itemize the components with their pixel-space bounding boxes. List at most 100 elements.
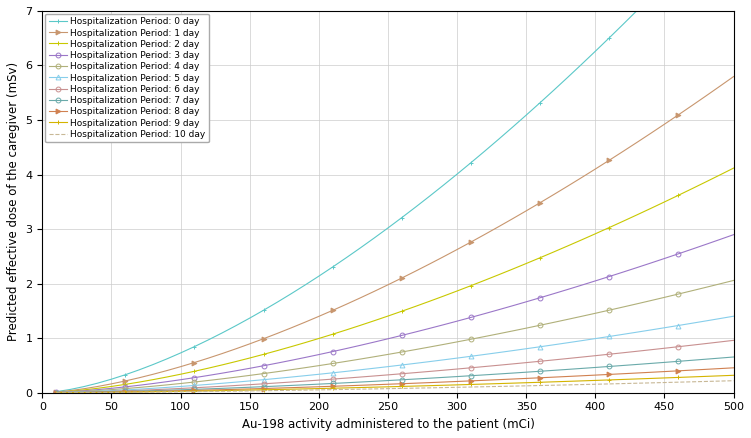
Line: Hospitalization Period: 5 day: Hospitalization Period: 5 day: [54, 314, 736, 395]
Line: Hospitalization Period: 3 day: Hospitalization Period: 3 day: [54, 232, 736, 395]
Hospitalization Period: 4 day: (50, 0.058): 4 day: (50, 0.058): [107, 387, 116, 392]
Hospitalization Period: 2 day: (420, 3.14): 2 day: (420, 3.14): [619, 219, 628, 224]
Hospitalization Period: 1 day: (70, 0.275): 1 day: (70, 0.275): [134, 375, 143, 380]
Hospitalization Period: 3 day: (330, 1.52): 3 day: (330, 1.52): [494, 307, 503, 312]
Hospitalization Period: 3 day: (260, 1.05): 3 day: (260, 1.05): [397, 333, 406, 338]
Hospitalization Period: 6 day: (20, 0.00655): 6 day: (20, 0.00655): [65, 390, 74, 395]
Hospitalization Period: 1 day: (400, 4.1): 1 day: (400, 4.1): [591, 166, 600, 172]
Hospitalization Period: 10 day: (160, 0.0378): 10 day: (160, 0.0378): [259, 388, 268, 393]
Hospitalization Period: 4 day: (210, 0.537): 4 day: (210, 0.537): [328, 361, 337, 366]
Hospitalization Period: 5 day: (230, 0.421): 5 day: (230, 0.421): [356, 367, 365, 372]
Hospitalization Period: 8 day: (200, 0.111): 8 day: (200, 0.111): [315, 384, 324, 389]
Hospitalization Period: 9 day: (370, 0.201): 9 day: (370, 0.201): [549, 379, 558, 385]
Hospitalization Period: 6 day: (450, 0.816): 6 day: (450, 0.816): [660, 346, 669, 351]
Hospitalization Period: 5 day: (220, 0.393): 5 day: (220, 0.393): [342, 369, 351, 374]
Hospitalization Period: 1 day: (210, 1.51): 1 day: (210, 1.51): [328, 308, 337, 313]
Hospitalization Period: 0 day: (30, 0.113): 0 day: (30, 0.113): [80, 384, 89, 389]
Hospitalization Period: 5 day: (190, 0.313): 5 day: (190, 0.313): [300, 373, 309, 378]
Hospitalization Period: 2 day: (460, 3.62): 2 day: (460, 3.62): [674, 193, 683, 198]
Hospitalization Period: 0 day: (190, 1.97): 0 day: (190, 1.97): [300, 283, 309, 288]
Hospitalization Period: 10 day: (270, 0.0851): 10 day: (270, 0.0851): [411, 385, 420, 391]
Hospitalization Period: 10 day: (390, 0.15): 10 day: (390, 0.15): [577, 382, 586, 387]
Hospitalization Period: 4 day: (360, 1.24): 4 day: (360, 1.24): [535, 323, 544, 328]
Hospitalization Period: 3 day: (290, 1.25): 3 day: (290, 1.25): [439, 322, 448, 328]
Hospitalization Period: 9 day: (70, 0.0152): 9 day: (70, 0.0152): [134, 389, 143, 395]
Hospitalization Period: 1 day: (140, 0.806): 1 day: (140, 0.806): [231, 346, 240, 351]
Hospitalization Period: 9 day: (470, 0.291): 9 day: (470, 0.291): [688, 374, 697, 380]
Hospitalization Period: 10 day: (340, 0.122): 10 day: (340, 0.122): [508, 384, 517, 389]
Hospitalization Period: 7 day: (50, 0.0185): 7 day: (50, 0.0185): [107, 389, 116, 394]
Hospitalization Period: 3 day: (390, 1.97): 3 day: (390, 1.97): [577, 283, 586, 288]
Hospitalization Period: 4 day: (160, 0.352): 4 day: (160, 0.352): [259, 371, 268, 376]
Hospitalization Period: 4 day: (180, 0.423): 4 day: (180, 0.423): [287, 367, 296, 372]
Hospitalization Period: 10 day: (350, 0.127): 10 day: (350, 0.127): [522, 383, 531, 389]
Hospitalization Period: 6 day: (480, 0.902): 6 day: (480, 0.902): [701, 341, 710, 346]
Hospitalization Period: 3 day: (400, 2.05): 3 day: (400, 2.05): [591, 278, 600, 283]
Hospitalization Period: 5 day: (430, 1.11): 5 day: (430, 1.11): [632, 329, 641, 335]
Hospitalization Period: 10 day: (330, 0.116): 10 day: (330, 0.116): [494, 384, 503, 389]
Hospitalization Period: 0 day: (390, 6.02): 0 day: (390, 6.02): [577, 62, 586, 67]
Hospitalization Period: 10 day: (250, 0.0755): 10 day: (250, 0.0755): [384, 386, 393, 391]
Hospitalization Period: 6 day: (330, 0.505): 6 day: (330, 0.505): [494, 363, 503, 368]
Hospitalization Period: 6 day: (110, 0.0919): 6 day: (110, 0.0919): [190, 385, 199, 390]
Hospitalization Period: 7 day: (210, 0.171): 7 day: (210, 0.171): [328, 381, 337, 386]
Hospitalization Period: 2 day: (150, 0.637): 2 day: (150, 0.637): [246, 355, 255, 360]
Hospitalization Period: 2 day: (290, 1.77): 2 day: (290, 1.77): [439, 293, 448, 299]
Hospitalization Period: 4 day: (250, 0.703): 4 day: (250, 0.703): [384, 352, 393, 357]
Hospitalization Period: 2 day: (180, 0.845): 2 day: (180, 0.845): [287, 344, 296, 349]
Hospitalization Period: 7 day: (170, 0.123): 7 day: (170, 0.123): [273, 383, 282, 389]
Hospitalization Period: 3 day: (90, 0.203): 3 day: (90, 0.203): [162, 379, 171, 384]
Hospitalization Period: 2 day: (470, 3.74): 2 day: (470, 3.74): [688, 186, 697, 191]
Hospitalization Period: 9 day: (500, 0.32): 9 day: (500, 0.32): [729, 373, 738, 378]
Hospitalization Period: 7 day: (500, 0.656): 7 day: (500, 0.656): [729, 354, 738, 360]
Hospitalization Period: 8 day: (480, 0.43): 8 day: (480, 0.43): [701, 367, 710, 372]
Hospitalization Period: 9 day: (120, 0.0351): 9 day: (120, 0.0351): [204, 388, 213, 393]
Hospitalization Period: 1 day: (110, 0.555): 1 day: (110, 0.555): [190, 360, 199, 365]
Hospitalization Period: 1 day: (420, 4.42): 1 day: (420, 4.42): [619, 149, 628, 154]
Hospitalization Period: 10 day: (200, 0.0535): 10 day: (200, 0.0535): [315, 387, 324, 392]
Hospitalization Period: 10 day: (470, 0.201): 10 day: (470, 0.201): [688, 379, 697, 385]
Hospitalization Period: 3 day: (300, 1.31): 3 day: (300, 1.31): [453, 318, 462, 324]
Hospitalization Period: 3 day: (350, 1.67): 3 day: (350, 1.67): [522, 299, 531, 304]
Hospitalization Period: 10 day: (110, 0.0212): 10 day: (110, 0.0212): [190, 389, 199, 394]
Hospitalization Period: 1 day: (200, 1.4): 1 day: (200, 1.4): [315, 314, 324, 319]
Hospitalization Period: 0 day: (170, 1.66): 0 day: (170, 1.66): [273, 300, 282, 305]
Hospitalization Period: 10 day: (480, 0.208): 10 day: (480, 0.208): [701, 379, 710, 384]
Hospitalization Period: 7 day: (290, 0.282): 7 day: (290, 0.282): [439, 375, 448, 380]
Hospitalization Period: 9 day: (90, 0.0225): 9 day: (90, 0.0225): [162, 389, 171, 394]
Hospitalization Period: 6 day: (290, 0.413): 6 day: (290, 0.413): [439, 367, 448, 373]
Hospitalization Period: 10 day: (100, 0.0183): 10 day: (100, 0.0183): [176, 389, 185, 394]
Hospitalization Period: 9 day: (200, 0.0774): 9 day: (200, 0.0774): [315, 386, 324, 391]
Hospitalization Period: 5 day: (390, 0.955): 5 day: (390, 0.955): [577, 338, 586, 343]
Hospitalization Period: 0 day: (150, 1.37): 0 day: (150, 1.37): [246, 315, 255, 321]
Hospitalization Period: 0 day: (420, 6.75): 0 day: (420, 6.75): [619, 22, 628, 27]
Hospitalization Period: 6 day: (70, 0.0456): 6 day: (70, 0.0456): [134, 388, 143, 393]
Hospitalization Period: 2 day: (480, 3.87): 2 day: (480, 3.87): [701, 179, 710, 184]
Hospitalization Period: 8 day: (90, 0.0321): 8 day: (90, 0.0321): [162, 389, 171, 394]
Hospitalization Period: 1 day: (230, 1.74): 1 day: (230, 1.74): [356, 295, 365, 300]
Hospitalization Period: 6 day: (460, 0.845): 6 day: (460, 0.845): [674, 344, 683, 350]
Hospitalization Period: 5 day: (40, 0.028): 5 day: (40, 0.028): [93, 389, 102, 394]
Hospitalization Period: 0 day: (120, 0.969): 0 day: (120, 0.969): [204, 337, 213, 343]
Hospitalization Period: 9 day: (180, 0.0657): 9 day: (180, 0.0657): [287, 387, 296, 392]
Line: Hospitalization Period: 0 day: Hospitalization Period: 0 day: [54, 0, 736, 394]
Hospitalization Period: 4 day: (400, 1.46): 4 day: (400, 1.46): [591, 311, 600, 316]
Hospitalization Period: 8 day: (110, 0.0438): 8 day: (110, 0.0438): [190, 388, 199, 393]
Hospitalization Period: 5 day: (50, 0.0396): 5 day: (50, 0.0396): [107, 388, 116, 393]
Hospitalization Period: 2 day: (100, 0.34): 2 day: (100, 0.34): [176, 371, 185, 377]
Hospitalization Period: 6 day: (210, 0.25): 6 day: (210, 0.25): [328, 377, 337, 382]
Hospitalization Period: 1 day: (260, 2.1): 1 day: (260, 2.1): [397, 276, 406, 281]
Hospitalization Period: 9 day: (240, 0.103): 9 day: (240, 0.103): [369, 385, 379, 390]
Hospitalization Period: 0 day: (310, 4.22): 0 day: (310, 4.22): [466, 160, 475, 166]
Hospitalization Period: 4 day: (110, 0.197): 4 day: (110, 0.197): [190, 379, 199, 385]
Hospitalization Period: 3 day: (130, 0.359): 3 day: (130, 0.359): [218, 371, 227, 376]
Hospitalization Period: 2 day: (110, 0.394): 2 day: (110, 0.394): [190, 369, 199, 374]
Hospitalization Period: 10 day: (190, 0.0494): 10 day: (190, 0.0494): [300, 388, 309, 393]
Hospitalization Period: 8 day: (300, 0.207): 8 day: (300, 0.207): [453, 379, 462, 384]
Hospitalization Period: 5 day: (60, 0.0525): 5 day: (60, 0.0525): [121, 387, 130, 392]
Hospitalization Period: 4 day: (260, 0.747): 4 day: (260, 0.747): [397, 350, 406, 355]
Hospitalization Period: 7 day: (490, 0.636): 7 day: (490, 0.636): [715, 356, 724, 361]
Hospitalization Period: 8 day: (120, 0.0501): 8 day: (120, 0.0501): [204, 388, 213, 393]
Hospitalization Period: 8 day: (170, 0.086): 8 day: (170, 0.086): [273, 385, 282, 391]
Hospitalization Period: 9 day: (350, 0.184): 9 day: (350, 0.184): [522, 380, 531, 385]
